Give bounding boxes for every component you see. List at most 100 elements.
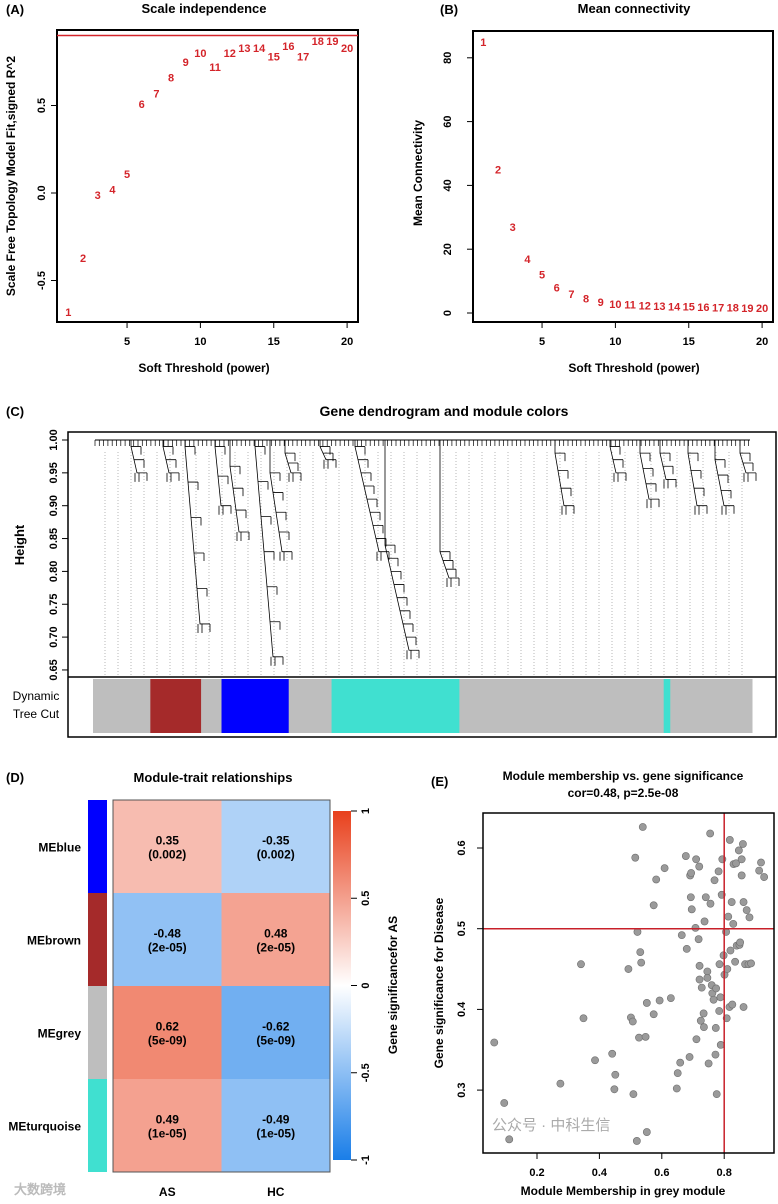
title-d: Module-trait relationships <box>134 770 293 785</box>
dendrogram-branch <box>162 440 180 482</box>
point-label: 13 <box>653 301 665 313</box>
scatter-point <box>736 938 745 947</box>
module-color-segment <box>663 679 671 733</box>
x-tick-label: 10 <box>609 336 621 348</box>
scatter-point <box>692 1035 701 1044</box>
x-tick-label: 0.4 <box>592 1167 608 1179</box>
scatter-point <box>655 996 664 1005</box>
scatter-point <box>716 993 725 1002</box>
point-label: 10 <box>609 299 621 311</box>
scatter-point <box>726 946 735 955</box>
dendrogram-branch <box>639 440 660 509</box>
cell-value: -0.49 <box>262 1113 290 1127</box>
scatter-point <box>712 984 720 993</box>
scatter-point <box>686 893 695 902</box>
scatter-point <box>716 1041 725 1049</box>
panel-b: (B) Mean connectivity Soft Threshold (po… <box>411 1 774 375</box>
scatter-point <box>729 919 738 928</box>
scatter-point <box>695 862 704 871</box>
scatter-point <box>700 917 709 926</box>
xlabel-e: Module Membership in grey module <box>521 1184 726 1198</box>
scatter-point <box>731 957 740 966</box>
point-label: 8 <box>168 73 174 85</box>
cell-pvalue: (5e-09) <box>256 1034 295 1048</box>
heatmap-cell <box>113 893 222 986</box>
x-tick-label: 0.8 <box>717 1167 732 1179</box>
scatter-point <box>610 1085 619 1094</box>
x-tick-label: 10 <box>194 336 206 348</box>
scatter-point <box>660 864 669 873</box>
scatter-point <box>591 1056 599 1065</box>
dendrogram-branch <box>554 440 575 515</box>
dendrogram-branch <box>609 440 627 482</box>
scatter-point <box>490 1038 499 1047</box>
legend-tick-label: 0.5 <box>360 891 372 906</box>
dendrogram-branch <box>739 440 757 482</box>
scatter-point <box>742 906 751 915</box>
point-label: 13 <box>238 43 250 55</box>
scatter-point <box>629 1090 638 1099</box>
module-color-segment <box>150 679 202 733</box>
point-label: 6 <box>139 99 145 111</box>
cell-value: -0.62 <box>262 1020 290 1034</box>
scatter-point <box>642 1128 651 1136</box>
point-label: 1 <box>65 307 71 319</box>
scatter-point <box>500 1099 509 1107</box>
scatter-point <box>715 960 724 969</box>
scatter-point <box>691 923 700 932</box>
scatter-point <box>672 1084 681 1093</box>
scatter-point <box>632 1137 641 1145</box>
cell-pvalue: (0.002) <box>148 848 186 862</box>
scatter-point <box>739 840 747 848</box>
panel-label-d: (D) <box>6 770 24 785</box>
point-label: 18 <box>312 36 324 48</box>
scatter-point <box>737 855 746 864</box>
module-color-segment <box>221 679 290 733</box>
cell-pvalue: (0.002) <box>257 848 295 862</box>
point-label: 17 <box>712 302 724 314</box>
x-tick-label: 0.6 <box>654 1167 669 1179</box>
ylabel-a: Scale Free Topology Model Fit,signed R^2 <box>4 56 18 296</box>
scatter-point <box>727 898 736 906</box>
cell-pvalue: (1e-05) <box>148 1127 187 1141</box>
scatter-point <box>642 999 651 1007</box>
module-color-swatch <box>88 800 107 893</box>
y-tick-label: 0.3 <box>456 1082 468 1097</box>
scatter-point <box>652 875 661 884</box>
point-label: 12 <box>639 300 651 312</box>
point-label: 7 <box>568 289 574 301</box>
scatter-point <box>696 1016 705 1025</box>
point-label: 6 <box>554 282 560 294</box>
x-tick-label: 15 <box>268 336 280 348</box>
title-c: Gene dendrogram and module colors <box>320 403 569 419</box>
y-tick-label: 0.0 <box>36 185 48 200</box>
point-label: 16 <box>282 41 294 53</box>
y-tick-label: 80 <box>442 52 454 64</box>
cell-value: 0.49 <box>156 1113 180 1127</box>
point-label: 4 <box>524 254 531 266</box>
title-b: Mean connectivity <box>578 1 691 16</box>
scatter-point <box>697 983 706 992</box>
scatter-point <box>608 1049 617 1058</box>
scatter-point <box>701 893 710 902</box>
subtitle-e: cor=0.48, p=2.5e-08 <box>568 786 679 800</box>
heatmap-cell <box>221 986 330 1079</box>
point-label: 3 <box>95 190 101 202</box>
scatter-point <box>673 1069 682 1078</box>
scatter-point <box>637 958 646 967</box>
dendrogram-branch <box>229 440 250 541</box>
scatter-point <box>711 1024 720 1032</box>
x-tick-label: 0.2 <box>529 1167 544 1179</box>
point-label: 11 <box>624 300 636 312</box>
scatter-point <box>695 975 704 984</box>
dendrogram-branch <box>254 440 284 666</box>
x-tick-label: 5 <box>124 336 130 348</box>
scatter-point <box>745 913 754 922</box>
scatter-point <box>714 867 723 876</box>
scatter-point <box>624 965 633 973</box>
point-label: 17 <box>297 52 309 64</box>
scatter-point <box>728 1000 737 1009</box>
watermark: 大数跨境 <box>14 1182 66 1197</box>
point-label: 11 <box>209 62 221 74</box>
scatter-point <box>703 974 712 982</box>
